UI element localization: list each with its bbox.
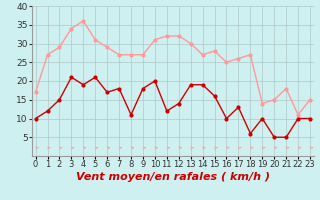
X-axis label: Vent moyen/en rafales ( km/h ): Vent moyen/en rafales ( km/h ) [76,172,270,182]
